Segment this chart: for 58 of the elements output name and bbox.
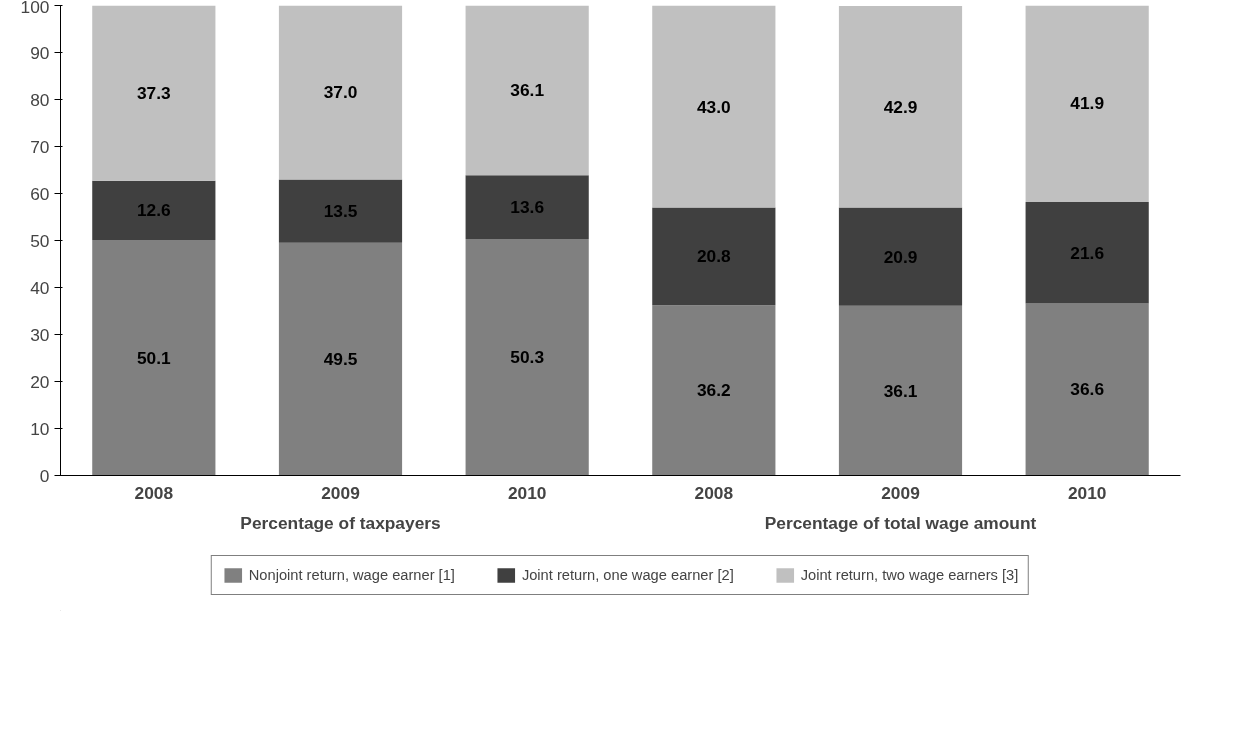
bar: [92, 180, 216, 241]
bar: [278, 242, 403, 476]
legend-label: Joint return, one wage earner [2]: [521, 567, 734, 583]
data-label: 13.5: [323, 201, 358, 222]
x-tick-label: 2008: [134, 482, 174, 503]
bar: [838, 207, 963, 306]
x-tick-label: 2010: [507, 482, 547, 503]
bar: [1025, 303, 1149, 476]
bar: [465, 5, 589, 176]
x-tick-label: 2009: [321, 482, 360, 503]
data-label: 20.9: [883, 246, 918, 267]
bar: [1025, 5, 1149, 202]
y-tick-label: 100: [20, 0, 50, 17]
text: Percentage of total wage amount: [764, 512, 1037, 533]
data-label: 50.1: [136, 347, 172, 368]
y-tick-label: 70: [30, 136, 50, 157]
data-label: 36.1: [883, 380, 918, 401]
bar: [652, 207, 776, 306]
y-tick-label: 50: [30, 230, 50, 251]
data-label: 43.0: [696, 96, 731, 117]
y-tick-label: 20: [30, 371, 50, 392]
data-label: 36.2: [696, 380, 731, 401]
y-tick-label: 80: [30, 89, 50, 110]
data-label: 42.9: [883, 96, 918, 117]
bar: [278, 179, 403, 243]
x-tick-label: 2009: [881, 482, 920, 503]
bar: [838, 305, 963, 476]
legend-label: Nonjoint return, wage earner [1]: [248, 567, 455, 583]
y-tick-label: 30: [30, 324, 50, 345]
text: Percentage of taxpayers: [240, 512, 441, 533]
y-tick-label: 10: [30, 418, 50, 439]
data-label: 13.6: [510, 197, 545, 218]
data-label: 36.1: [510, 80, 545, 101]
y-tick-label: 0: [39, 465, 50, 486]
bar: [465, 175, 589, 240]
bar: [278, 5, 403, 180]
bar: [92, 5, 216, 181]
y-tick-label: 60: [30, 183, 50, 204]
x-tick-label: 2008: [694, 482, 734, 503]
x-tick-label: 2010: [1067, 482, 1107, 503]
legend-label: Joint return, two wage earners [3]: [800, 567, 1019, 583]
data-label: 41.9: [1070, 93, 1105, 114]
data-label: 12.6: [136, 200, 172, 221]
data-label: 20.8: [696, 246, 732, 267]
bar: [652, 305, 776, 476]
data-label: 50.3: [510, 347, 545, 368]
data-label: 36.6: [1070, 379, 1105, 400]
bar: [838, 5, 963, 208]
y-tick-label: 90: [30, 42, 50, 63]
bar: [465, 239, 589, 476]
data-label: 37.0: [323, 82, 358, 103]
bar: [652, 5, 776, 208]
data-label: 49.5: [323, 349, 358, 370]
data-label: 37.3: [136, 83, 172, 104]
y-tick-label: 40: [30, 277, 50, 298]
bar: [1025, 201, 1149, 304]
bar: [92, 240, 216, 476]
data-label: 21.6: [1070, 242, 1105, 263]
